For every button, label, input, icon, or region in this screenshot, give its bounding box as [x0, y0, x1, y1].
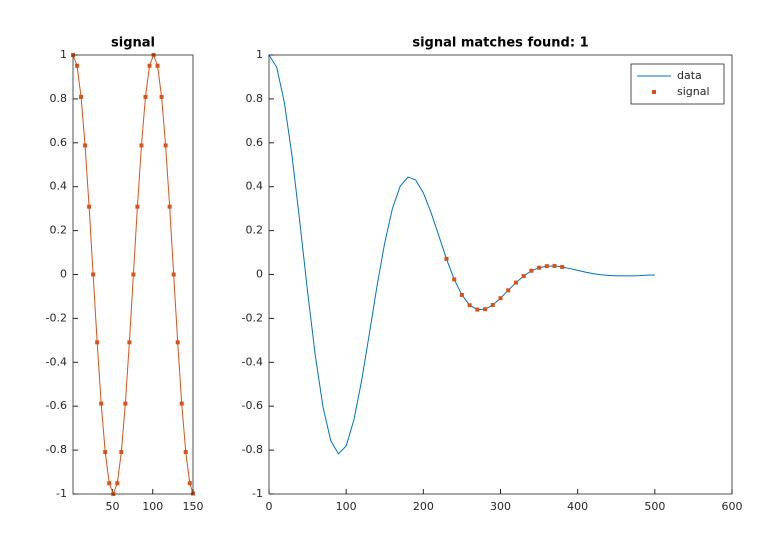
series-marker — [183, 450, 188, 455]
series-marker — [79, 94, 84, 99]
series-marker — [187, 481, 192, 486]
series-marker — [159, 94, 164, 99]
series-marker — [75, 63, 80, 68]
series-marker — [91, 272, 96, 277]
y-tick-label: -1 — [56, 487, 67, 500]
y-tick-label: -0.8 — [46, 443, 67, 456]
series-marker — [444, 256, 449, 261]
series-marker — [506, 288, 511, 293]
y-tick-label: 0 — [256, 268, 263, 281]
y-tick-label: -0.4 — [242, 355, 263, 368]
x-tick-label: 100 — [336, 500, 357, 513]
series-marker — [179, 401, 184, 406]
legend-label: data — [677, 69, 702, 82]
y-tick-label: -0.6 — [242, 399, 263, 412]
axes-background — [269, 55, 732, 494]
y-tick-label: -0.2 — [242, 311, 263, 324]
x-tick-label: 50 — [105, 500, 119, 513]
chart-title: signal matches found: 1 — [412, 36, 588, 51]
series-marker — [452, 277, 457, 282]
series-marker — [135, 204, 140, 209]
series-marker — [490, 303, 495, 308]
series-marker — [99, 401, 104, 406]
y-tick-label: 0.4 — [246, 180, 264, 193]
y-tick-label: 0.6 — [50, 136, 68, 149]
series-marker — [131, 272, 136, 277]
series-marker — [115, 481, 120, 486]
series-marker — [483, 307, 488, 312]
chart-title: signal — [111, 36, 155, 51]
axes-box — [72, 54, 194, 495]
series-marker — [87, 204, 92, 209]
y-tick-label: 1 — [256, 48, 263, 61]
y-tick-label: 0 — [60, 268, 67, 281]
series-marker — [175, 340, 180, 345]
series-marker — [147, 63, 152, 68]
series-marker — [513, 280, 518, 285]
series-marker — [107, 481, 112, 486]
series-marker — [119, 450, 124, 455]
series-marker — [167, 204, 172, 209]
series-marker — [544, 264, 549, 269]
y-tick-label: -0.8 — [242, 443, 263, 456]
y-tick-label: -0.2 — [46, 311, 67, 324]
axes-box — [268, 54, 733, 495]
y-tick-label: 0.2 — [246, 224, 264, 237]
series-marker — [143, 94, 148, 99]
series-marker — [560, 265, 565, 270]
legend-marker — [652, 90, 656, 94]
series-marker — [529, 268, 534, 273]
y-tick-label: 0.6 — [246, 136, 264, 149]
series-marker — [123, 401, 128, 406]
series-marker — [498, 296, 503, 301]
series-marker — [155, 63, 160, 68]
y-tick-label: 0.8 — [50, 92, 68, 105]
series-marker — [127, 340, 132, 345]
series-marker — [83, 143, 88, 148]
series-marker — [139, 143, 144, 148]
series-marker — [475, 307, 480, 312]
y-tick-label: -0.4 — [46, 355, 67, 368]
x-tick-label: 200 — [413, 500, 434, 513]
legend-box — [630, 63, 725, 105]
x-tick-label: 600 — [722, 500, 743, 513]
y-tick-label: 1 — [60, 48, 67, 61]
x-tick-label: 500 — [644, 500, 665, 513]
y-tick-label: 0.4 — [50, 180, 68, 193]
series-marker — [552, 263, 557, 268]
legend: data signal — [630, 63, 725, 105]
x-tick-label: 0 — [266, 500, 273, 513]
series-marker — [95, 340, 100, 345]
y-tick-label: 0.8 — [246, 92, 264, 105]
x-tick-label: 400 — [567, 500, 588, 513]
y-tick-label: 0.2 — [50, 224, 68, 237]
series-marker — [459, 292, 464, 297]
series-marker — [163, 143, 168, 148]
series-marker — [537, 265, 542, 270]
x-tick-label: 100 — [142, 500, 163, 513]
series-marker — [467, 303, 472, 308]
legend-label: signal — [677, 85, 710, 98]
series-marker — [171, 272, 176, 277]
series-marker — [103, 450, 108, 455]
x-tick-label: 150 — [183, 500, 204, 513]
x-tick-label: 300 — [490, 500, 511, 513]
y-tick-label: -0.6 — [46, 399, 67, 412]
series-marker — [521, 274, 526, 279]
y-tick-label: -1 — [252, 487, 263, 500]
